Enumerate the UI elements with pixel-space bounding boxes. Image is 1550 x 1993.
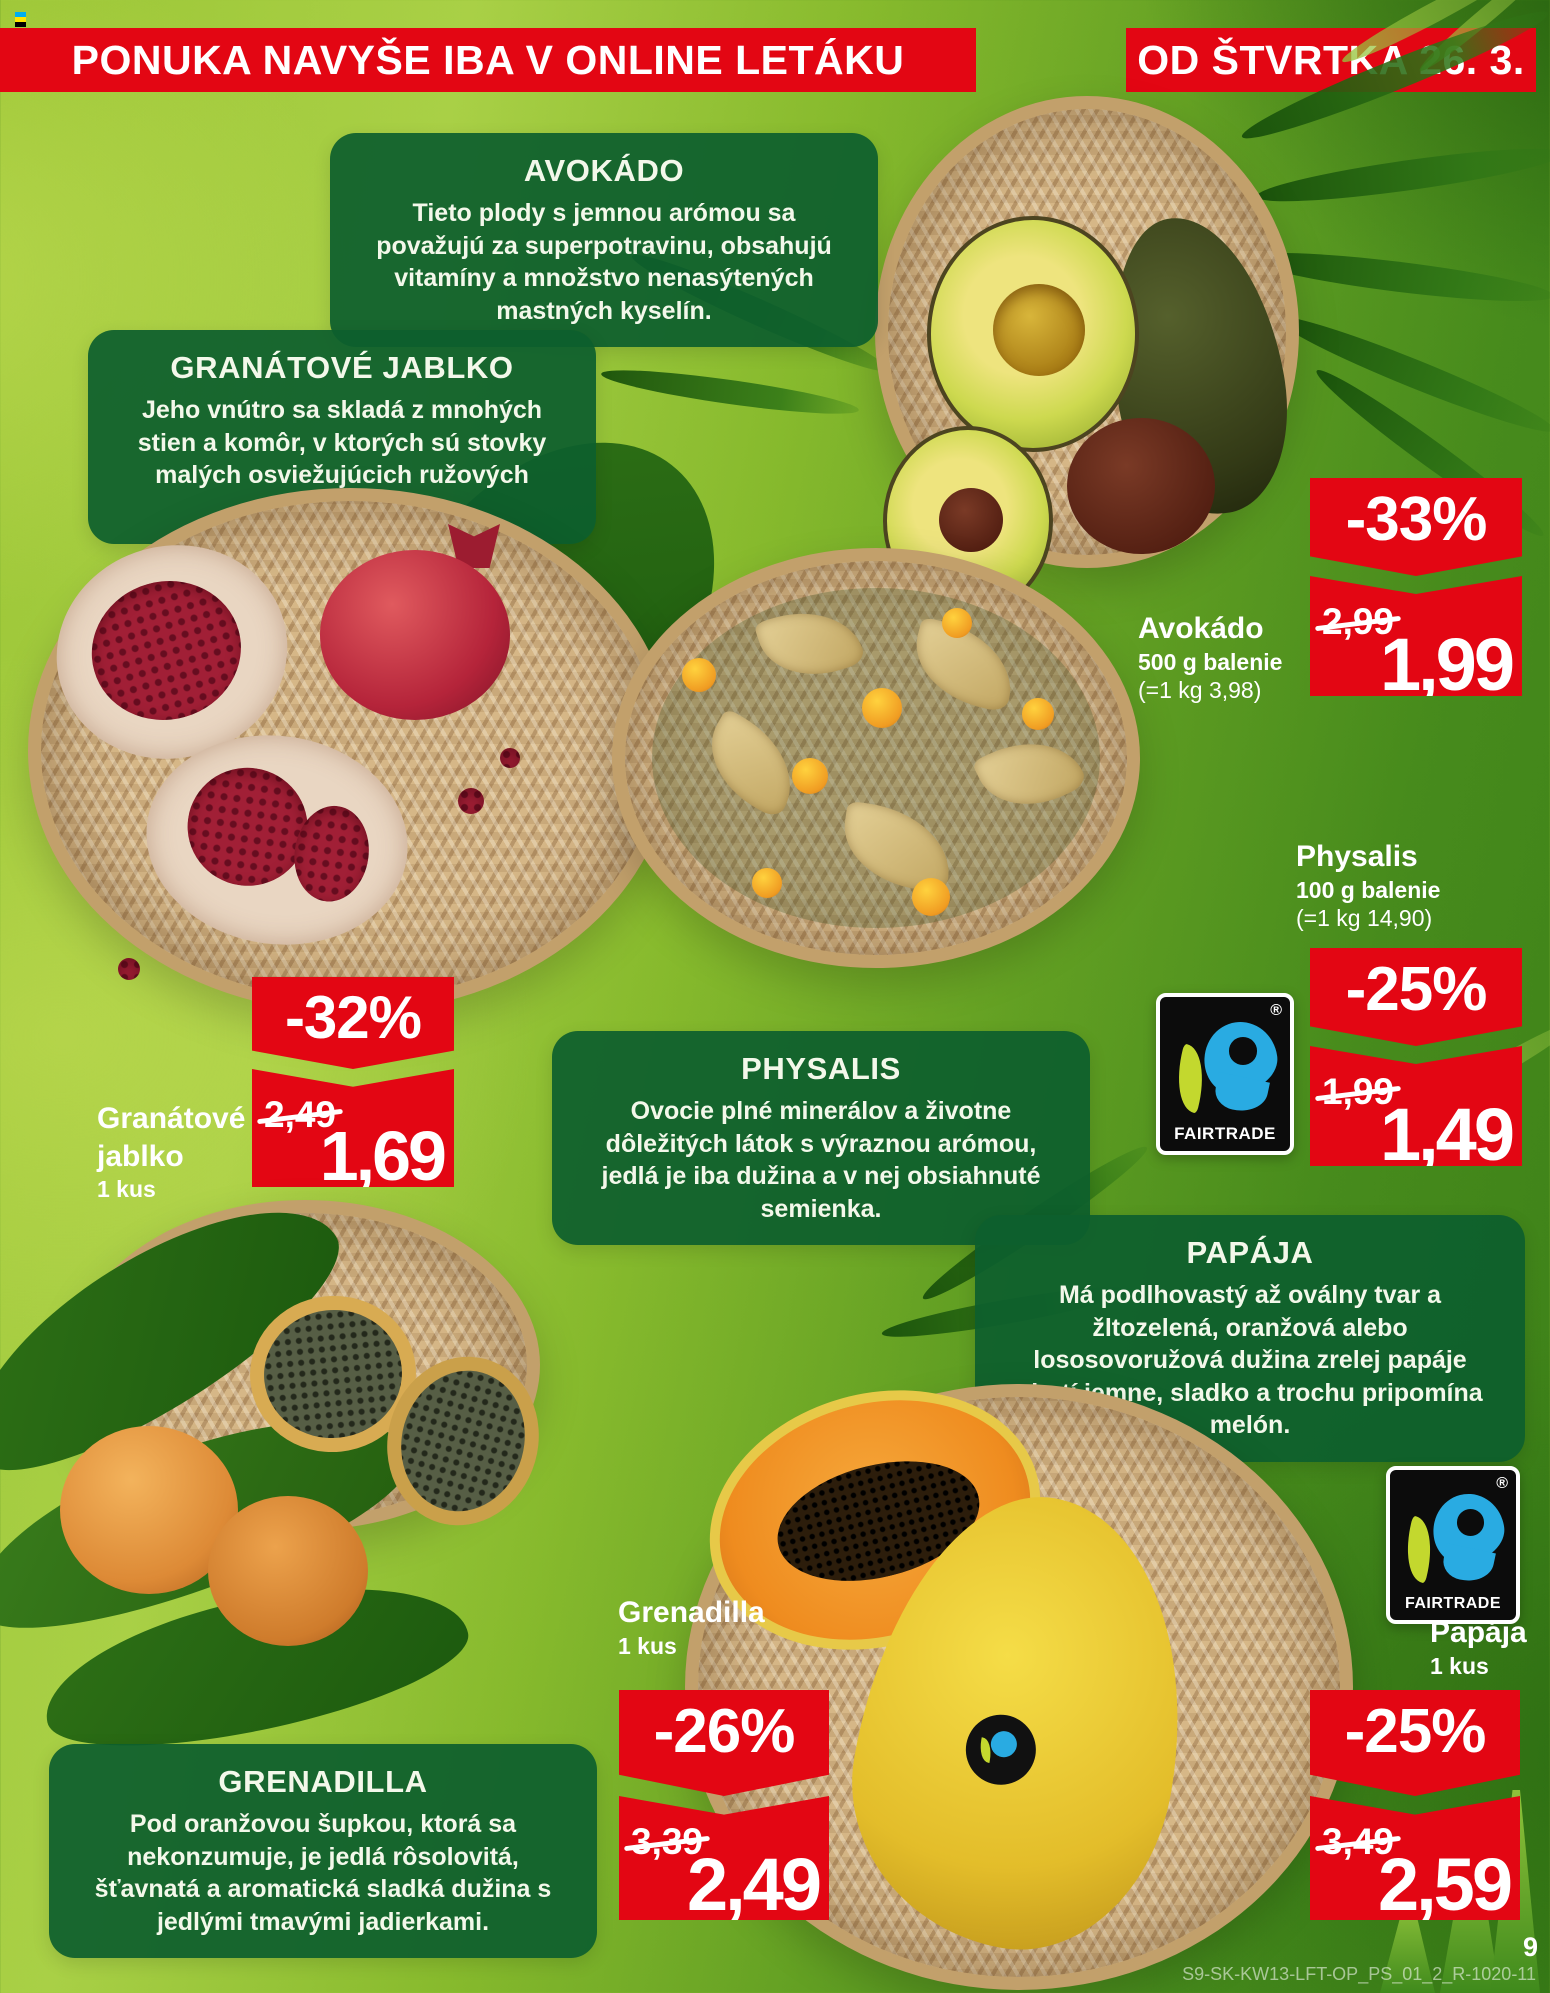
info-box-grenadilla: GRENADILLA Pod oranžovou šupkou, ktorá s… bbox=[49, 1744, 597, 1958]
physalis-berry bbox=[752, 868, 782, 898]
avocado-pit-hollow bbox=[993, 284, 1085, 376]
promo-banner: PONUKA NAVYŠE IBA V ONLINE LETÁKU bbox=[0, 28, 976, 92]
price-panel: 1,99 1,49 bbox=[1310, 1046, 1522, 1166]
physalis-berry bbox=[1022, 698, 1054, 730]
pomegranate-seeds bbox=[75, 563, 258, 738]
current-price: 1,69 bbox=[319, 1117, 447, 1195]
sticker-swoosh bbox=[988, 1729, 1019, 1760]
current-price: 2,49 bbox=[686, 1843, 822, 1926]
avocado-half bbox=[927, 216, 1139, 452]
old-price: 2,99 bbox=[1322, 601, 1395, 642]
product-unit: 1 kus bbox=[97, 1176, 156, 1202]
price-badge-granatove-jablko: -32% 2,49 1,69 bbox=[252, 977, 454, 1187]
pomegranate-seed bbox=[500, 748, 520, 768]
label-granatove-jablko: Granátové jablko 1 kus bbox=[97, 1100, 257, 1204]
old-price: 1,99 bbox=[1322, 1071, 1395, 1112]
old-price: 2,49 bbox=[264, 1094, 337, 1135]
pomegranate-seed bbox=[458, 788, 484, 814]
dark-avocado bbox=[1067, 418, 1215, 554]
current-price: 1,49 bbox=[1379, 1093, 1515, 1176]
palm-leaf bbox=[599, 362, 861, 422]
price-panel: 3,39 2,49 bbox=[619, 1796, 829, 1920]
physalis-berry bbox=[792, 758, 828, 794]
label-grenadilla: Grenadilla 1 kus bbox=[618, 1594, 818, 1660]
info-body-avokado: Tieto plody s jemnou arómou sa považujú … bbox=[376, 199, 832, 325]
discount-badge: -33% bbox=[1310, 478, 1522, 576]
physalis-photo bbox=[612, 548, 1140, 968]
product-name: Granátové jablko bbox=[97, 1102, 246, 1173]
print-registration-mark bbox=[15, 12, 26, 27]
price-panel: 3,49 2,59 bbox=[1310, 1796, 1520, 1920]
info-body-physalis: Ovocie plné minerálov a životne dôležitý… bbox=[601, 1097, 1041, 1223]
fairtrade-figure-head bbox=[1456, 1509, 1485, 1536]
old-price: 3,49 bbox=[1322, 1821, 1395, 1862]
info-title-avokado: AVOKÁDO bbox=[523, 153, 685, 188]
info-title-grenadilla: GRENADILLA bbox=[218, 1764, 428, 1799]
pomegranate-photo bbox=[28, 488, 673, 1013]
product-unit: 500 g balenie bbox=[1138, 648, 1283, 675]
physalis-berry bbox=[862, 688, 902, 728]
whole-pomegranate bbox=[320, 550, 510, 720]
old-price: 3,39 bbox=[631, 1821, 704, 1862]
fairtrade-logo: ® FAIRTRADE bbox=[1156, 993, 1294, 1155]
avocado-seed bbox=[939, 488, 1003, 552]
price-badge-physalis: -25% 1,99 1,49 bbox=[1310, 948, 1522, 1166]
fairtrade-label: FAIRTRADE bbox=[1404, 1595, 1502, 1612]
product-name: Avokádo bbox=[1138, 612, 1264, 645]
info-box-papaja: PAPÁJA Má podlhovastý až oválny tvar a ž… bbox=[975, 1215, 1525, 1462]
press-code: S9-SK-KW13-LFT-OP_PS_01_2_R-1020-11 bbox=[1182, 1964, 1536, 1984]
label-avokado: Avokádo 500 g balenie (=1 kg 3,98) bbox=[1138, 610, 1314, 705]
physalis-berry bbox=[912, 878, 950, 916]
avocado-photo bbox=[875, 96, 1306, 616]
physalis-berry bbox=[682, 658, 716, 692]
price-badge-avokado: -33% 2,99 1,99 bbox=[1310, 478, 1522, 696]
price-badge-grenadilla: -26% 3,39 2,49 bbox=[619, 1690, 829, 1920]
grenadilla-photo bbox=[0, 1160, 615, 1800]
info-box-physalis: PHYSALIS Ovocie plné minerálov a životne… bbox=[552, 1031, 1090, 1245]
discount-badge: -25% bbox=[1310, 948, 1522, 1046]
product-name: Papája bbox=[1430, 1616, 1527, 1649]
info-box-avokado: AVOKÁDO Tieto plody s jemnou arómou sa p… bbox=[330, 133, 878, 347]
page-number: 9 bbox=[1522, 1932, 1538, 1962]
product-unit: 100 g balenie bbox=[1296, 876, 1441, 903]
label-physalis: Physalis 100 g balenie (=1 kg 14,90) bbox=[1296, 838, 1486, 933]
info-body-grenadilla: Pod oranžovou šupkou, ktorá sa nekonzumu… bbox=[94, 1810, 552, 1936]
discount-badge: -26% bbox=[619, 1690, 829, 1796]
product-unit-price: (=1 kg 14,90) bbox=[1296, 905, 1433, 932]
discount-badge: -25% bbox=[1310, 1690, 1520, 1796]
pomegranate-seed bbox=[118, 958, 140, 980]
info-title-papaja: PAPÁJA bbox=[1186, 1235, 1314, 1270]
fairtrade-label: FAIRTRADE bbox=[1174, 1124, 1276, 1143]
discount-badge: -32% bbox=[252, 977, 454, 1069]
price-panel: 2,99 1,99 bbox=[1310, 576, 1522, 696]
promo-banner-text: PONUKA NAVYŠE IBA V ONLINE LETÁKU bbox=[71, 36, 905, 83]
product-unit: 1 kus bbox=[618, 1632, 677, 1659]
product-name: Grenadilla bbox=[618, 1596, 765, 1629]
price-badge-papaja: -25% 3,49 2,59 bbox=[1310, 1690, 1520, 1920]
whole-grenadilla bbox=[208, 1496, 368, 1646]
pomegranate-seeds bbox=[179, 759, 316, 894]
info-title-physalis: PHYSALIS bbox=[741, 1051, 901, 1086]
current-price: 2,59 bbox=[1377, 1843, 1513, 1926]
product-name: Physalis bbox=[1296, 840, 1418, 873]
price-panel: 2,49 1,69 bbox=[252, 1069, 454, 1187]
label-papaja: Papája 1 kus bbox=[1430, 1614, 1550, 1680]
product-unit: 1 kus bbox=[1430, 1652, 1489, 1679]
papaya-fairtrade-sticker bbox=[960, 1709, 1042, 1791]
product-unit-price: (=1 kg 3,98) bbox=[1138, 677, 1262, 704]
fairtrade-logo: ® FAIRTRADE bbox=[1386, 1466, 1520, 1624]
physalis-berry bbox=[942, 608, 972, 638]
info-title-granatove-jablko: GRANÁTOVÉ JABLKO bbox=[170, 350, 514, 385]
fairtrade-figure-head bbox=[1228, 1037, 1258, 1065]
current-price: 1,99 bbox=[1379, 623, 1515, 706]
registered-trademark-icon: ® bbox=[1496, 1475, 1508, 1492]
registered-trademark-icon: ® bbox=[1270, 1002, 1282, 1019]
